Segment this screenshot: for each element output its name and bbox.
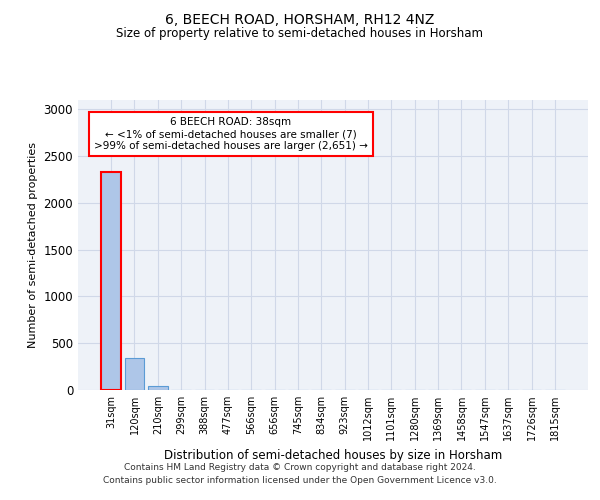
Text: 6 BEECH ROAD: 38sqm
← <1% of semi-detached houses are smaller (7)
>99% of semi-d: 6 BEECH ROAD: 38sqm ← <1% of semi-detach… <box>94 118 368 150</box>
Text: 6, BEECH ROAD, HORSHAM, RH12 4NZ: 6, BEECH ROAD, HORSHAM, RH12 4NZ <box>166 12 434 26</box>
Bar <box>148 386 168 390</box>
Text: Contains public sector information licensed under the Open Government Licence v3: Contains public sector information licen… <box>103 476 497 485</box>
Y-axis label: Number of semi-detached properties: Number of semi-detached properties <box>28 142 38 348</box>
Bar <box>101 172 121 390</box>
Bar <box>125 358 145 390</box>
Text: Size of property relative to semi-detached houses in Horsham: Size of property relative to semi-detach… <box>116 28 484 40</box>
Text: Contains HM Land Registry data © Crown copyright and database right 2024.: Contains HM Land Registry data © Crown c… <box>124 464 476 472</box>
X-axis label: Distribution of semi-detached houses by size in Horsham: Distribution of semi-detached houses by … <box>164 448 502 462</box>
